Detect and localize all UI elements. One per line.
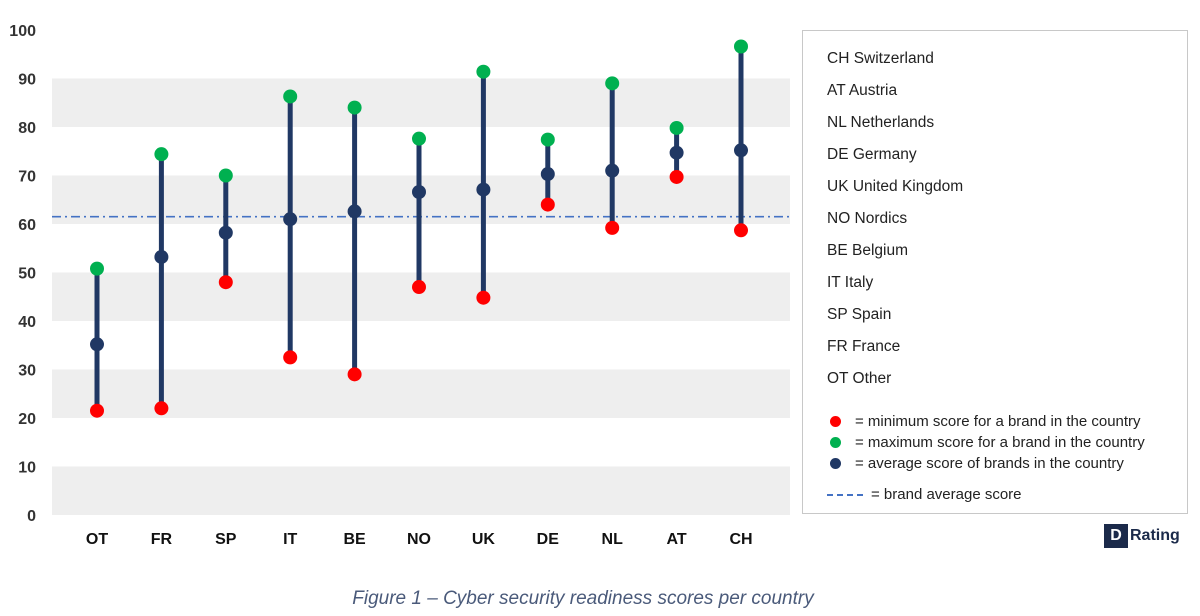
country-legend-item: BE Belgium	[827, 242, 908, 259]
legend-dot-icon	[830, 458, 841, 469]
x-tick-label: OT	[86, 531, 108, 548]
min-point	[540, 197, 555, 212]
max-point	[476, 64, 491, 79]
max-point	[605, 76, 620, 91]
y-tick-label: 100	[9, 23, 36, 40]
x-tick-label: NO	[407, 531, 431, 548]
figure-caption: Figure 1 – Cyber security readiness scor…	[352, 588, 814, 609]
legend-key-item: = average score of brands in the country	[827, 453, 1145, 474]
y-tick-label: 30	[18, 363, 36, 380]
avg-point	[476, 182, 491, 197]
country-legend-item: CH Switzerland	[827, 50, 934, 67]
legend-key-label: = average score of brands in the country	[855, 455, 1124, 472]
y-axis-ticks: 0 10 20 30 40 50 60 70 80 90 100	[9, 23, 36, 525]
country-legend-item: IT Italy	[827, 274, 874, 291]
grid-band	[52, 78, 790, 127]
avg-point	[734, 143, 748, 158]
logo-mark: D	[1104, 524, 1128, 548]
grid-band	[52, 369, 790, 418]
legend: CH Switzerland AT Austria NL Netherlands DE…	[802, 30, 1188, 514]
x-tick-label: DE	[537, 531, 560, 548]
y-tick-label: 20	[18, 411, 36, 428]
legend-key-label: = maximum score for a brand in the count…	[855, 434, 1145, 451]
country-legend-item: SP Spain	[827, 306, 892, 323]
max-point	[283, 89, 298, 104]
x-tick-label: AT	[667, 531, 687, 548]
country-legend-item: NO Nordics	[827, 210, 908, 227]
legend-dash-line-icon	[827, 493, 863, 496]
avg-point	[347, 204, 362, 219]
legend-dot-icon	[830, 416, 841, 427]
min-point	[154, 401, 169, 416]
max-point	[218, 168, 233, 183]
avg-point	[283, 212, 298, 227]
x-tick-label: NL	[602, 531, 624, 548]
min-point	[605, 220, 620, 235]
min-point	[283, 350, 298, 365]
max-point	[734, 39, 748, 54]
legend-key-label: = brand average score	[871, 486, 1022, 503]
legend-key-item: = brand average score	[827, 484, 1145, 505]
min-point	[347, 367, 362, 382]
country-legend-item: NL Netherlands	[827, 114, 935, 131]
avg-point	[90, 337, 104, 352]
legend-dot-icon	[830, 437, 841, 448]
x-tick-label: FR	[151, 531, 173, 548]
legend-key-item: = minimum score for a brand in the count…	[827, 411, 1145, 432]
min-point	[412, 280, 426, 295]
y-tick-label: 90	[18, 72, 36, 89]
y-tick-label: 40	[18, 314, 36, 331]
grid-band	[52, 466, 790, 515]
symbol-key-list: = minimum score for a brand in the count…	[827, 411, 1145, 505]
data-points	[90, 39, 748, 418]
legend-spacer	[827, 474, 1145, 484]
x-tick-label: BE	[343, 531, 366, 548]
avg-point	[154, 249, 169, 264]
max-point	[669, 120, 684, 135]
country-legend-item: OT Other	[827, 370, 892, 387]
min-point	[476, 290, 491, 305]
avg-point	[669, 145, 684, 160]
avg-point	[605, 163, 620, 178]
min-point	[90, 403, 104, 418]
x-tick-label: SP	[215, 531, 237, 548]
country-legend-item: AT Austria	[827, 82, 898, 99]
max-point	[90, 261, 104, 276]
avg-point	[412, 184, 426, 199]
legend-key-label: = minimum score for a brand in the count…	[855, 413, 1141, 430]
min-point	[218, 275, 233, 290]
y-tick-label: 10	[18, 460, 36, 477]
max-point	[347, 100, 362, 115]
country-legend-item: DE Germany	[827, 146, 917, 163]
x-tick-label: IT	[283, 531, 297, 548]
y-tick-label: 80	[18, 120, 36, 137]
x-axis-ticks: OT FR SP IT BE NO UK DE NL AT CH	[86, 531, 753, 548]
country-legend-item: UK United Kingdom	[827, 178, 964, 195]
y-tick-label: 50	[18, 266, 36, 283]
y-tick-label: 0	[27, 508, 36, 525]
y-tick-label: 60	[18, 217, 36, 234]
max-point	[154, 147, 169, 162]
x-tick-label: CH	[729, 531, 752, 548]
country-legend-item: FR France	[827, 338, 901, 355]
avg-point	[218, 225, 233, 240]
range-chart: 0 10 20 30 40 50 60 70 80 90 100 OT FR SP IT BE NO UK DE N…	[9, 23, 790, 548]
max-point	[540, 132, 555, 147]
country-legend-list: CH Switzerland AT Austria NL Netherlands DE…	[827, 49, 963, 401]
d-rating-logo: D Rating	[1104, 524, 1180, 548]
logo-text: Rating	[1130, 527, 1180, 544]
y-tick-label: 70	[18, 169, 36, 186]
avg-point	[540, 167, 555, 182]
min-point	[669, 169, 684, 184]
x-tick-label: UK	[472, 531, 496, 548]
min-point	[734, 223, 748, 238]
max-point	[412, 131, 426, 146]
legend-key-item: = maximum score for a brand in the count…	[827, 432, 1145, 453]
